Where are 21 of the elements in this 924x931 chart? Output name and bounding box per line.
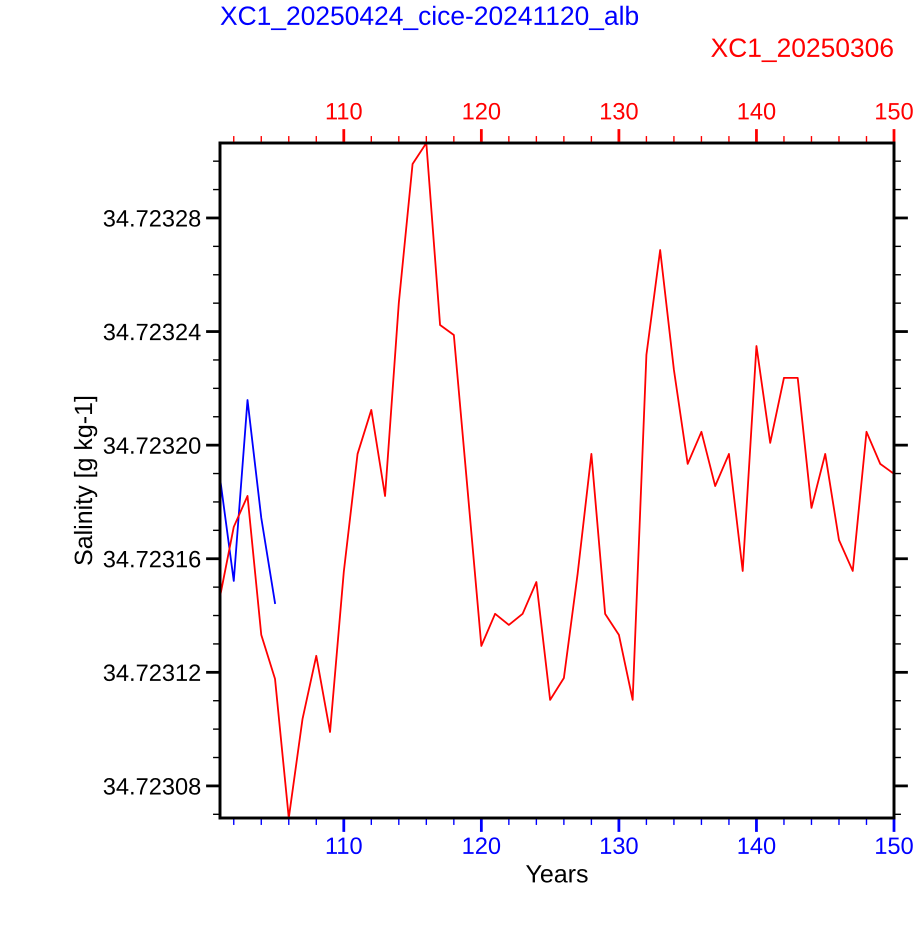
y-tick-label: 34.72316 [104, 550, 200, 568]
text: XC1_20250306 [711, 38, 893, 62]
x-tick-label: 140 [738, 837, 776, 854]
x2-tick-label: 120 [463, 102, 500, 120]
x2-tick-label: 130 [601, 102, 638, 120]
y-tick-label: 34.72308 [104, 778, 200, 795]
x-tick-label: 130 [601, 837, 638, 854]
y-tick-label: 34.72312 [104, 664, 200, 682]
y-axis-title: Salinity [g kg-1] [74, 396, 98, 565]
x-tick-label: 150 [876, 837, 913, 854]
y-tick-label: 34.72320 [104, 437, 200, 454]
x-tick-label: 110 [326, 837, 362, 854]
x2-tick-label: 150 [876, 102, 913, 120]
x-tick-label: 120 [463, 837, 500, 854]
y-tick-label: 34.72328 [104, 210, 200, 227]
x2-tick-label: 110 [326, 102, 362, 120]
x-axis-title: Years [526, 865, 588, 883]
line-series [220, 399, 276, 604]
text: XC1_20250424_cice-20241120_alb [220, 6, 638, 30]
y-tick-label: 34.72324 [104, 324, 201, 340]
x2-tick-label: 140 [738, 102, 776, 120]
